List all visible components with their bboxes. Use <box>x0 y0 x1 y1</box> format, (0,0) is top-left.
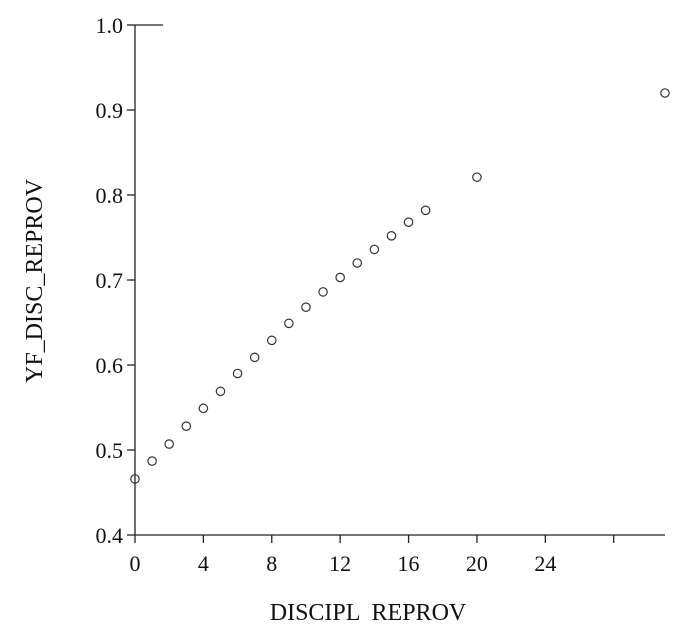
data-point <box>352 258 363 268</box>
data-point <box>147 456 157 466</box>
y-axis-ticks: 0.4 0.5 0.6 0.7 0.8 0.9 1.0 <box>96 13 135 548</box>
data-point <box>232 368 243 379</box>
y-tick-label: 0.4 <box>96 523 124 548</box>
data-point <box>198 403 209 414</box>
data-point <box>386 231 397 241</box>
x-tick-label: 8 <box>266 551 277 576</box>
data-points <box>130 88 670 484</box>
x-axis-ticks: 0 4 8 12 16 20 24 <box>130 535 615 576</box>
data-point <box>369 244 380 255</box>
data-point <box>335 272 345 283</box>
data-point <box>472 172 482 182</box>
y-tick-label: 0.5 <box>96 438 124 463</box>
y-tick-label: 0.6 <box>96 353 124 378</box>
data-point <box>181 421 192 431</box>
x-tick-label: 16 <box>398 551 420 576</box>
x-tick-label: 4 <box>198 551 209 576</box>
data-point <box>301 302 311 312</box>
y-tick-label: 0.9 <box>96 98 124 123</box>
y-tick-label: 0.8 <box>96 183 124 208</box>
data-point <box>660 88 670 98</box>
y-tick-label: 1.0 <box>96 13 124 38</box>
x-tick-label: 12 <box>329 551 351 576</box>
data-point <box>164 439 174 449</box>
axes <box>134 24 665 536</box>
data-point <box>266 335 277 346</box>
data-point <box>249 352 260 363</box>
data-point <box>420 205 431 216</box>
data-point <box>215 386 226 397</box>
x-axis-title: DISCIPL REPROV <box>270 600 467 626</box>
data-point <box>284 318 294 329</box>
data-point <box>130 474 140 484</box>
y-axis-title: YF_DISC_REPROV <box>22 178 48 383</box>
x-tick-label: 24 <box>534 551 556 576</box>
x-tick-label: 0 <box>130 551 141 576</box>
data-point <box>403 217 414 227</box>
y-tick-label: 0.7 <box>96 268 124 293</box>
x-tick-label: 20 <box>466 551 488 576</box>
data-point <box>318 287 328 297</box>
